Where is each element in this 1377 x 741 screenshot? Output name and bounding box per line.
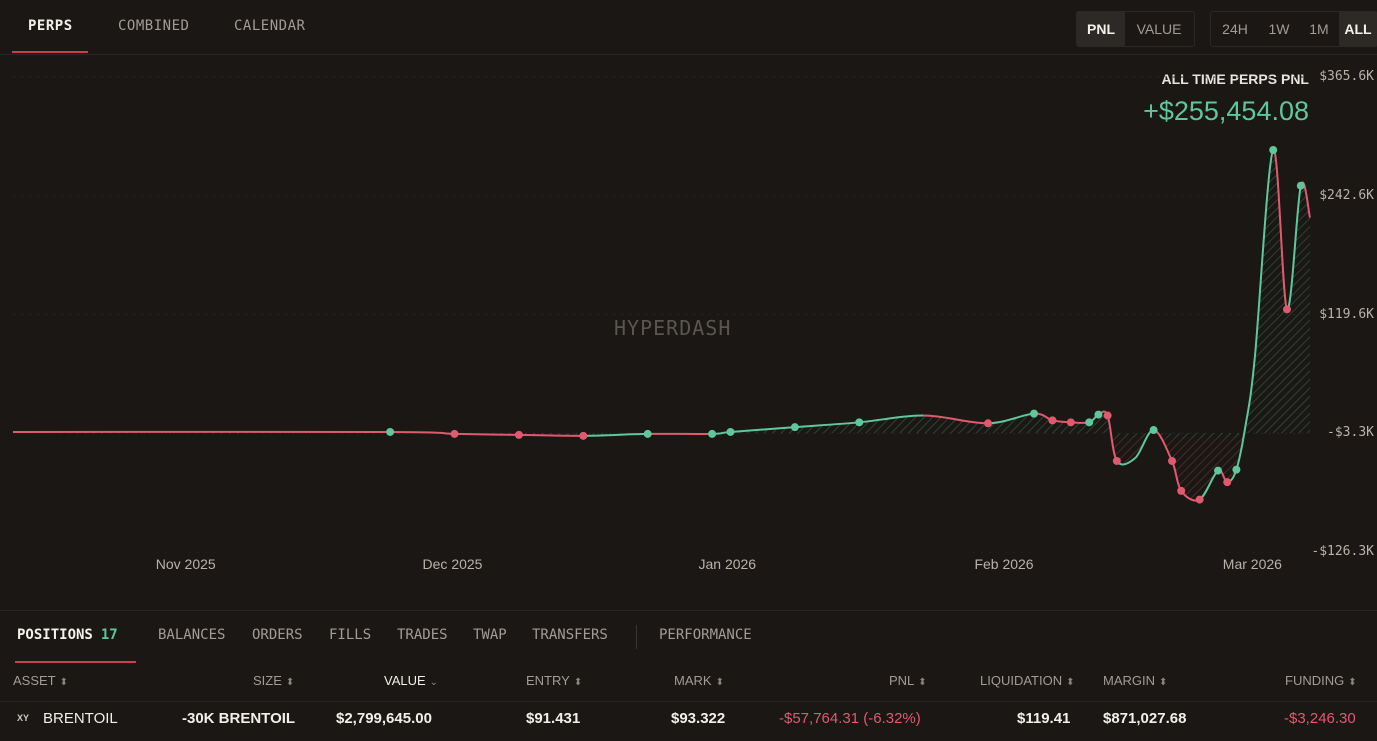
col-funding[interactable]: FUNDING⬍ bbox=[1285, 673, 1357, 688]
data-point[interactable] bbox=[386, 428, 394, 436]
row-divider bbox=[0, 701, 1377, 702]
data-point[interactable] bbox=[579, 432, 587, 440]
cell-asset[interactable]: BRENTOIL bbox=[43, 710, 118, 727]
sort-icon: ⬍ bbox=[60, 677, 68, 688]
data-point[interactable] bbox=[515, 431, 523, 439]
tab-divider bbox=[636, 625, 637, 649]
data-point[interactable] bbox=[1048, 416, 1056, 424]
data-point[interactable] bbox=[726, 428, 734, 436]
sort-icon: ⬍ bbox=[574, 677, 582, 688]
tab-balances[interactable]: BALANCES bbox=[158, 627, 225, 643]
data-point[interactable] bbox=[451, 430, 459, 438]
data-point[interactable] bbox=[1067, 418, 1075, 426]
cell-entry: $91.431 bbox=[526, 710, 580, 727]
x-tick-label: Mar 2026 bbox=[1223, 556, 1282, 572]
sort-icon: ⬍ bbox=[1066, 677, 1074, 688]
positions-panel: POSITIONS 17 BALANCES ORDERS FILLS TRADES… bbox=[0, 610, 1377, 741]
data-point[interactable] bbox=[1113, 457, 1121, 465]
series-line-segment bbox=[519, 435, 583, 436]
x-tick-label: Dec 2025 bbox=[423, 556, 483, 572]
tab-fills[interactable]: FILLS bbox=[329, 627, 371, 643]
col-value[interactable]: VALUE⌄ bbox=[384, 673, 438, 688]
cell-value: $2,799,645.00 bbox=[336, 710, 432, 727]
cell-size: -30K BRENTOIL bbox=[182, 710, 295, 727]
data-point[interactable] bbox=[1104, 412, 1112, 420]
data-point[interactable] bbox=[1150, 426, 1158, 434]
tab-orders[interactable]: ORDERS bbox=[252, 627, 303, 643]
data-point[interactable] bbox=[1283, 305, 1291, 313]
data-point[interactable] bbox=[1030, 410, 1038, 418]
data-point[interactable] bbox=[1196, 496, 1204, 504]
data-point[interactable] bbox=[1232, 466, 1240, 474]
x-tick-label: Jan 2026 bbox=[698, 556, 756, 572]
data-point[interactable] bbox=[1223, 478, 1231, 486]
data-point[interactable] bbox=[855, 418, 863, 426]
cell-funding: -$3,246.30 bbox=[1284, 710, 1356, 727]
y-tick-label: $119.6K bbox=[1319, 307, 1374, 322]
sort-icon: ⬍ bbox=[918, 677, 926, 688]
cell-mark: $93.322 bbox=[671, 710, 725, 727]
asset-badge-icon: XY bbox=[17, 713, 29, 723]
col-mark[interactable]: MARK⬍ bbox=[674, 673, 724, 688]
data-point[interactable] bbox=[1177, 487, 1185, 495]
col-entry[interactable]: ENTRY⬍ bbox=[526, 673, 582, 688]
pnl-chart bbox=[0, 0, 1377, 610]
y-tick-label: -$126.3K bbox=[1311, 544, 1374, 559]
data-point[interactable] bbox=[1168, 457, 1176, 465]
positions-tab-indicator bbox=[15, 661, 136, 663]
area-below-baseline bbox=[13, 150, 1310, 501]
cell-pnl: -$57,764.31 (-6.32%) bbox=[779, 710, 921, 727]
data-point[interactable] bbox=[644, 430, 652, 438]
series-line-segment bbox=[455, 434, 519, 435]
y-tick-label: $242.6K bbox=[1319, 188, 1374, 203]
tab-positions[interactable]: POSITIONS 17 bbox=[17, 627, 118, 643]
sort-icon: ⬍ bbox=[1159, 677, 1167, 688]
tab-transfers[interactable]: TRANSFERS bbox=[532, 627, 608, 643]
positions-count-badge: 17 bbox=[101, 627, 118, 643]
sort-icon: ⬍ bbox=[1348, 677, 1356, 688]
col-size[interactable]: SIZE⬍ bbox=[253, 673, 294, 688]
tab-twap[interactable]: TWAP bbox=[473, 627, 507, 643]
x-tick-label: Feb 2026 bbox=[974, 556, 1033, 572]
x-tick-label: Nov 2025 bbox=[156, 556, 216, 572]
data-point[interactable] bbox=[1214, 467, 1222, 475]
data-point[interactable] bbox=[1269, 146, 1277, 154]
data-point[interactable] bbox=[984, 419, 992, 427]
data-point[interactable] bbox=[791, 423, 799, 431]
col-liquidation[interactable]: LIQUIDATION⬍ bbox=[980, 673, 1075, 688]
tab-trades[interactable]: TRADES bbox=[397, 627, 448, 643]
tab-performance[interactable]: PERFORMANCE bbox=[659, 627, 752, 643]
col-pnl[interactable]: PNL⬍ bbox=[889, 673, 927, 688]
data-point[interactable] bbox=[1094, 411, 1102, 419]
positions-tab-label: POSITIONS bbox=[17, 627, 93, 643]
data-point[interactable] bbox=[1085, 418, 1093, 426]
sort-icon: ⬍ bbox=[716, 677, 724, 688]
y-tick-label: -$3.3K bbox=[1327, 425, 1374, 440]
col-asset[interactable]: ASSET⬍ bbox=[13, 673, 68, 688]
col-margin[interactable]: MARGIN⬍ bbox=[1103, 673, 1167, 688]
cell-liquidation: $119.41 bbox=[1017, 710, 1070, 727]
data-point[interactable] bbox=[1297, 182, 1305, 190]
y-tick-label: $365.6K bbox=[1319, 69, 1374, 84]
cell-margin: $871,027.68 bbox=[1103, 710, 1186, 727]
sort-icon: ⬍ bbox=[286, 677, 294, 688]
sort-desc-icon: ⌄ bbox=[430, 677, 438, 688]
data-point[interactable] bbox=[708, 430, 716, 438]
